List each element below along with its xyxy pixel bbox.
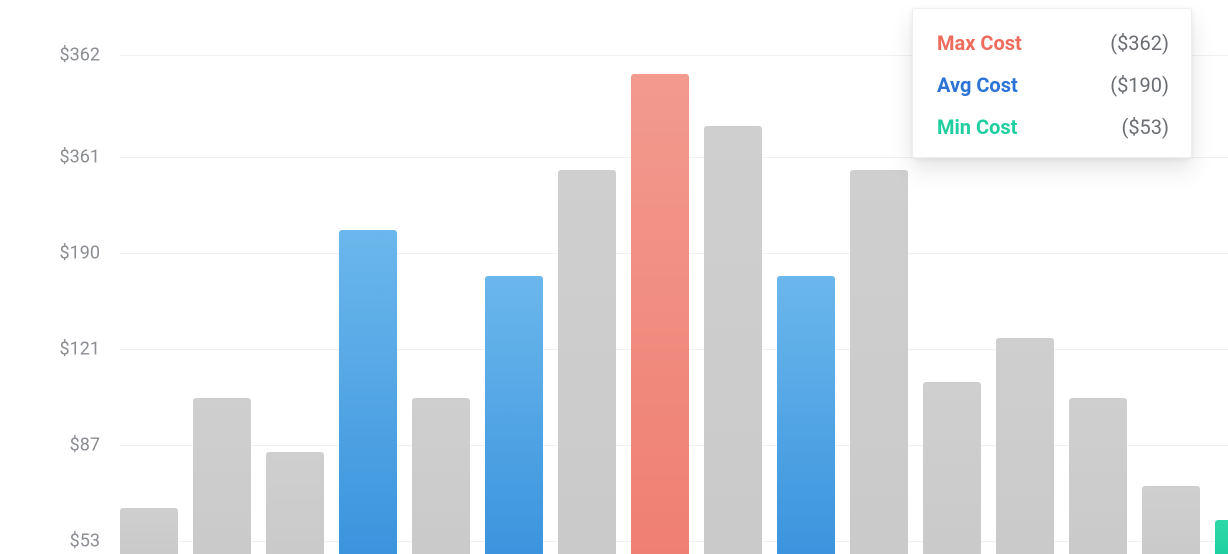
cost-legend: Max Cost ($362) Avg Cost ($190) Min Cost… — [912, 8, 1192, 158]
legend-row-avg: Avg Cost ($190) — [937, 73, 1169, 97]
bar — [996, 338, 1054, 554]
bar — [1069, 398, 1127, 554]
y-axis: $362 $361 $190 $121 $87 $53 — [0, 0, 110, 554]
cost-bar-chart: $362 $361 $190 $121 $87 $53 Max Cost ($3… — [0, 0, 1228, 554]
y-tick-label: $361 — [60, 147, 100, 168]
bar — [1142, 486, 1200, 554]
bar — [1215, 520, 1228, 554]
legend-value: ($362) — [1110, 31, 1169, 55]
legend-label: Min Cost — [937, 115, 1017, 139]
bar — [631, 74, 689, 554]
bar — [266, 452, 324, 554]
y-tick-label: $190 — [60, 243, 100, 264]
y-tick-label: $362 — [60, 45, 100, 66]
bar — [704, 126, 762, 554]
bar — [193, 398, 251, 554]
bar — [339, 230, 397, 554]
bar — [120, 508, 178, 554]
legend-row-max: Max Cost ($362) — [937, 31, 1169, 55]
y-tick-label: $87 — [70, 435, 100, 456]
legend-value: ($53) — [1121, 115, 1169, 139]
bar — [777, 276, 835, 554]
legend-value: ($190) — [1110, 73, 1169, 97]
bar — [485, 276, 543, 554]
bar — [412, 398, 470, 554]
legend-label: Avg Cost — [937, 73, 1018, 97]
bar — [850, 170, 908, 554]
y-tick-label: $53 — [70, 531, 100, 552]
y-tick-label: $121 — [60, 339, 100, 360]
bar — [558, 170, 616, 554]
legend-label: Max Cost — [937, 31, 1022, 55]
legend-row-min: Min Cost ($53) — [937, 115, 1169, 139]
bar — [923, 382, 981, 554]
